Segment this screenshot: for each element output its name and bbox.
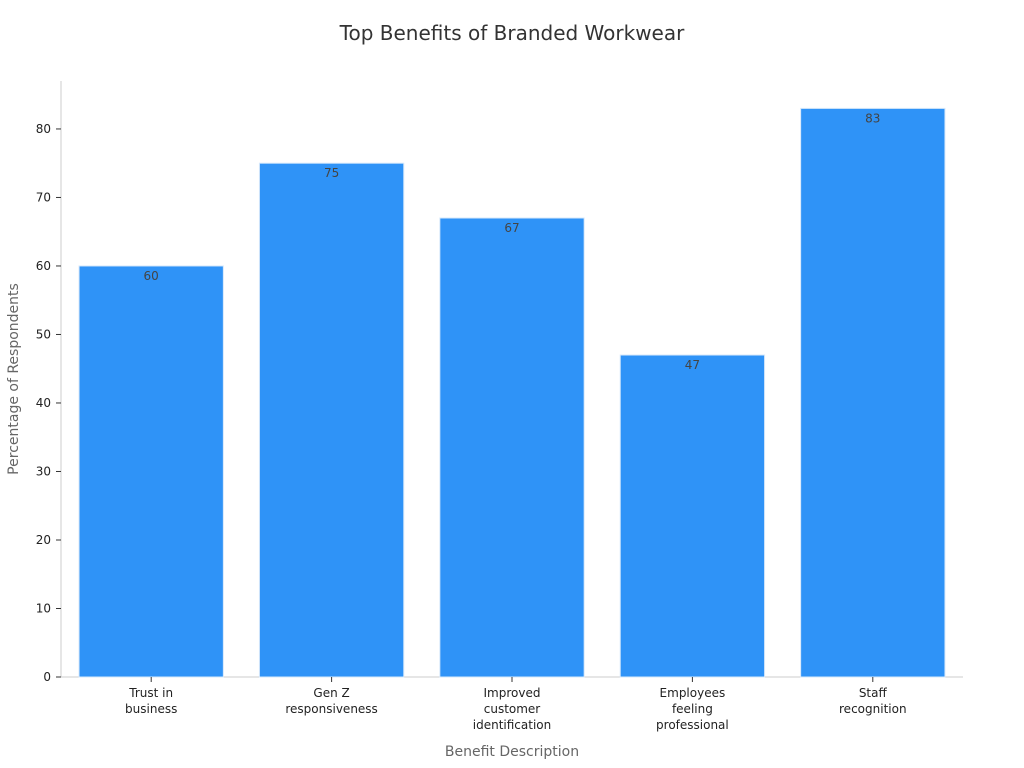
y-tick-label: 80 [36, 122, 51, 136]
y-tick-label: 20 [36, 533, 51, 547]
chart-title: Top Benefits of Branded Workwear [339, 21, 685, 45]
plot-area: 0 10 20 30 40 50 60 70 80 60 Trust in business 75 Gen… [36, 81, 963, 732]
bar [439, 217, 585, 678]
x-axis-title: Benefit Description [445, 744, 579, 760]
data-label: 75 [324, 166, 339, 180]
bar [800, 107, 946, 678]
y-tick-label: 40 [36, 396, 51, 410]
data-label: 60 [144, 269, 159, 283]
x-tick-label: Trust in business [125, 686, 177, 716]
y-tick-label: 10 [36, 601, 51, 615]
bar [619, 354, 766, 678]
x-tick-label: Staff recognition [839, 686, 907, 716]
x-tick-label: Improved customer identification [473, 686, 551, 732]
y-tick-label: 0 [43, 670, 51, 684]
y-tick-label: 50 [36, 327, 51, 341]
y-tick-label: 70 [36, 190, 51, 204]
y-tick-label: 60 [36, 259, 51, 273]
y-tick-label: 30 [36, 464, 51, 478]
data-label: 83 [865, 111, 880, 125]
x-tick-label: Employees feeling professional [656, 686, 729, 732]
bar [258, 162, 405, 678]
data-label: 67 [504, 221, 519, 235]
bar [78, 265, 224, 678]
y-axis-title: Percentage of Respondents [6, 283, 22, 475]
data-label: 47 [685, 358, 700, 372]
